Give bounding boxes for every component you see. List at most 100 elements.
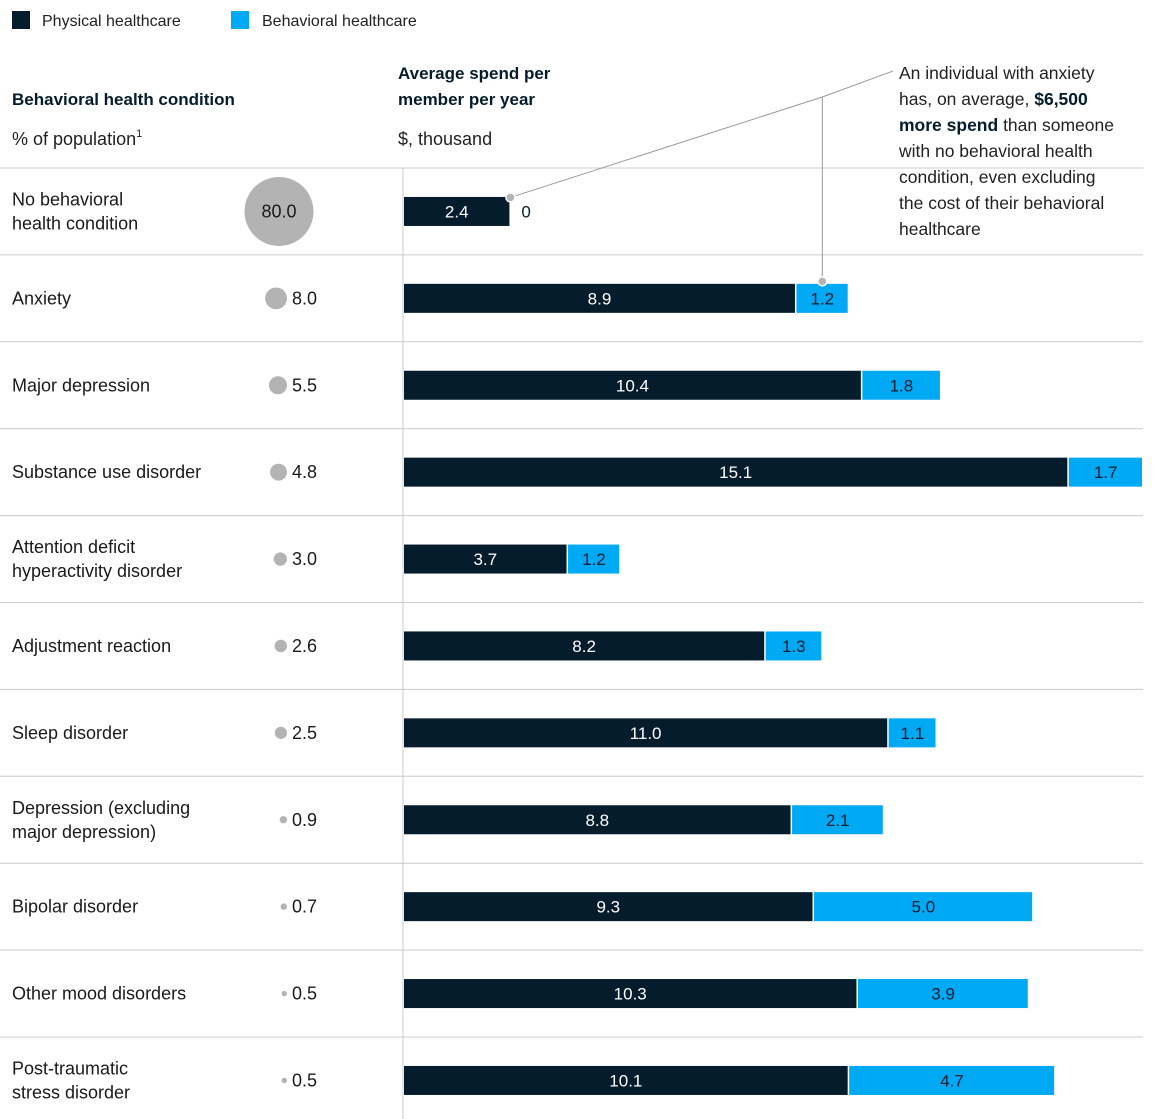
annotation-marker-anxiety xyxy=(817,276,828,287)
category-label: Sleep disorder xyxy=(12,723,128,743)
row-dividers xyxy=(0,167,1143,1038)
bar-physical xyxy=(404,805,791,835)
legend-swatch-physical xyxy=(12,11,30,29)
bar-label-behavioral: 5.0 xyxy=(912,898,936,917)
data-row: Depression (excluding major depression) 0.… xyxy=(12,798,883,842)
bar-label-behavioral: 4.7 xyxy=(940,1071,964,1090)
category-label: Post-traumatic stress disorder xyxy=(12,1058,130,1102)
bar-behavioral xyxy=(857,979,1028,1009)
bar-physical xyxy=(404,892,813,922)
bar-behavioral xyxy=(568,544,620,574)
population-value: 2.5 xyxy=(292,723,317,743)
population-bubble xyxy=(281,1077,287,1084)
data-row: Post-traumatic stress disorder 0.5 10.1 4.7 xyxy=(12,1058,1055,1102)
bar-label-physical: 11.0 xyxy=(630,724,662,743)
spend-column-subtitle: $, thousand xyxy=(398,129,492,149)
annotation-leader-line-to-baseline xyxy=(510,70,894,198)
condition-column-title: Behavioral health condition xyxy=(12,90,235,109)
population-bubble xyxy=(270,463,287,481)
bar-label-behavioral: 1.3 xyxy=(782,637,806,656)
population-bubble xyxy=(279,816,287,824)
bar-label-physical: 10.3 xyxy=(614,985,647,1004)
legend: Physical healthcare Behavioral healthcar… xyxy=(12,11,417,30)
bar-physical xyxy=(404,1065,848,1095)
data-row: No behavioral health condition 80.0 2.4 0 xyxy=(12,176,531,246)
bar-label-physical: 2.4 xyxy=(445,202,469,221)
bar-label-behavioral: 1.2 xyxy=(582,550,606,569)
spend-column-title-line1: Average spend per xyxy=(398,64,551,83)
population-value: 0.5 xyxy=(292,1070,317,1090)
bar-behavioral xyxy=(814,892,1033,922)
category-label: Anxiety xyxy=(12,288,71,308)
bar-label-behavioral: 3.9 xyxy=(931,985,955,1004)
bar-label-physical: 9.3 xyxy=(596,898,620,917)
data-row: Attention deficit hyperactivity disorder 3… xyxy=(12,537,620,581)
bar-label-behavioral: 0 xyxy=(521,202,530,221)
bar-label-behavioral: 1.8 xyxy=(890,376,914,395)
category-label: Bipolar disorder xyxy=(12,897,138,917)
population-value: 4.8 xyxy=(292,462,317,482)
column-headers: Behavioral health condition % of populat… xyxy=(12,64,551,149)
population-bubble xyxy=(273,552,287,566)
bar-label-physical: 8.2 xyxy=(572,637,596,656)
category-label: Depression (excluding major depression) xyxy=(12,798,190,842)
population-bubble xyxy=(274,639,287,653)
category-label: Attention deficit hyperactivity disorder xyxy=(12,537,182,581)
spend-column-title-line2: member per year xyxy=(398,90,535,109)
bar-label-behavioral: 1.2 xyxy=(811,289,835,308)
data-row: Bipolar disorder 0.7 9.3 5.0 xyxy=(12,892,1033,922)
category-label: Substance use disorder xyxy=(12,462,201,482)
footnote-marker: 1 xyxy=(136,128,142,140)
bar-behavioral xyxy=(1068,457,1142,487)
population-value: 8.0 xyxy=(292,288,317,308)
bar-physical xyxy=(404,196,510,226)
population-value: 80.0 xyxy=(261,201,296,221)
category-label: Major depression xyxy=(12,375,150,395)
legend-label-behavioral: Behavioral healthcare xyxy=(262,13,417,30)
bar-label-behavioral: 1.7 xyxy=(1094,463,1118,482)
population-value: 2.6 xyxy=(292,636,317,656)
population-value: 0.5 xyxy=(292,984,317,1004)
data-row: Substance use disorder 4.8 15.1 1.7 xyxy=(12,457,1142,487)
legend-swatch-behavioral xyxy=(231,11,249,29)
bar-label-physical: 8.9 xyxy=(588,289,612,308)
bar-physical xyxy=(404,544,567,574)
population-value: 0.7 xyxy=(292,897,317,917)
data-row: Anxiety 8.0 8.9 1.2 xyxy=(12,283,848,313)
bar-physical xyxy=(404,370,861,400)
data-rows: No behavioral health condition 80.0 2.4 0 Anx… xyxy=(12,176,1142,1102)
bar-label-behavioral: 2.1 xyxy=(826,811,850,830)
bar-behavioral xyxy=(765,631,822,661)
bar-physical xyxy=(404,718,888,748)
bar-behavioral xyxy=(862,370,940,400)
bar-label-physical: 10.4 xyxy=(616,376,649,395)
data-row: Adjustment reaction 2.6 8.2 1.3 xyxy=(12,631,822,661)
category-label: No behavioral health condition xyxy=(12,189,138,233)
population-bubble xyxy=(281,990,287,997)
population-value: 5.5 xyxy=(292,375,317,395)
bar-physical xyxy=(404,457,1068,487)
population-bubble xyxy=(280,903,287,910)
bar-behavioral xyxy=(796,283,848,313)
bar-behavioral xyxy=(888,718,936,748)
bar-behavioral xyxy=(849,1065,1055,1095)
population-bubble xyxy=(268,376,287,395)
bar-label-physical: 10.1 xyxy=(609,1071,642,1090)
annotation-marker-baseline xyxy=(505,192,516,203)
population-bubble xyxy=(265,287,287,310)
category-label: Other mood disorders xyxy=(12,984,186,1004)
bar-physical xyxy=(404,979,857,1009)
population-value: 0.9 xyxy=(292,810,317,830)
bar-physical xyxy=(404,283,795,313)
annotation-text: An individual with anxiety has, on averag… xyxy=(898,63,1114,239)
bar-label-physical: 8.8 xyxy=(585,811,609,830)
bar-behavioral xyxy=(792,805,883,835)
bar-physical xyxy=(404,631,765,661)
data-row: Major depression 5.5 10.4 1.8 xyxy=(12,370,940,400)
population-column-subtitle: % of population1 xyxy=(12,128,142,149)
bar-label-physical: 3.7 xyxy=(473,550,497,569)
category-label: Adjustment reaction xyxy=(12,636,171,656)
population-bubble xyxy=(274,726,288,739)
